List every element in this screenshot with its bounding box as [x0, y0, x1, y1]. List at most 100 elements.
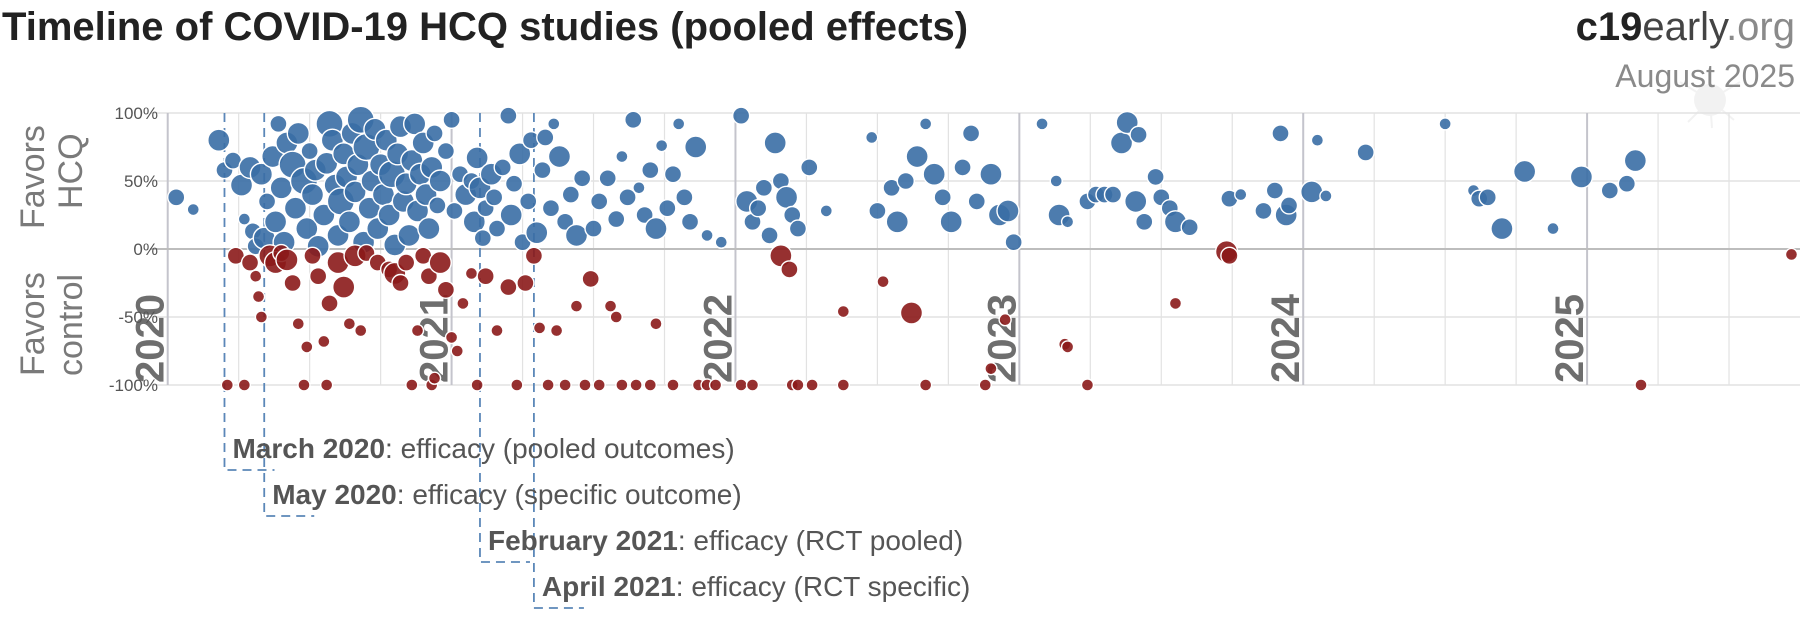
study-point-favors-hcq: [1124, 189, 1148, 214]
favors-control-label-line2: control: [52, 274, 90, 376]
study-point-favors-hcq: [684, 135, 708, 159]
study-point-favors-control: [464, 266, 479, 281]
study-point-favors-control: [308, 267, 328, 286]
study-point-favors-control: [1060, 340, 1075, 354]
study-point-favors-hcq: [885, 210, 909, 234]
study-point-favors-control: [549, 323, 564, 338]
study-point-favors-control: [428, 250, 452, 275]
study-point-favors-control: [629, 378, 643, 392]
annotation-marker-line: [223, 113, 275, 471]
study-point-favors-hcq: [905, 144, 929, 169]
study-point-favors-control: [708, 378, 723, 392]
study-point-favors-hcq: [1600, 181, 1620, 200]
study-point-favors-hcq: [572, 169, 592, 188]
y-tick-label: 50%: [124, 172, 158, 191]
study-point-favors-hcq: [167, 188, 186, 207]
study-point-favors-hcq: [1265, 181, 1285, 200]
annotation-text: May 2020: efficacy (specific outcome): [272, 479, 742, 510]
study-point-favors-hcq: [1254, 201, 1273, 221]
y-tick-label: 100%: [115, 104, 158, 123]
study-point-favors-hcq: [1438, 117, 1452, 131]
annotation-marker-line: [263, 113, 315, 517]
study-point-favors-hcq: [658, 198, 677, 218]
study-point-favors-control: [427, 371, 442, 385]
study-point-favors-control: [317, 334, 331, 349]
study-point-favors-hcq: [561, 185, 581, 204]
watermark-virus-icon: [1679, 81, 1741, 129]
study-point-favors-control: [805, 378, 819, 392]
study-point-favors-hcq: [598, 169, 617, 188]
study-point-favors-hcq: [343, 180, 367, 204]
study-point-favors-hcq: [922, 162, 946, 186]
study-point-favors-hcq: [680, 212, 700, 232]
study-point-favors-hcq: [624, 110, 643, 130]
study-point-favors-hcq: [700, 228, 714, 243]
study-point-favors-hcq: [555, 212, 575, 232]
study-point-favors-control: [524, 246, 544, 266]
study-point-favors-control: [541, 378, 555, 392]
study-point-favors-hcq: [487, 219, 507, 238]
study-point-favors-hcq: [760, 226, 779, 245]
study-point-favors-hcq: [286, 121, 310, 146]
study-point-favors-hcq: [1512, 159, 1537, 184]
study-point-favors-control: [558, 378, 572, 392]
y-tick-label: -100%: [109, 376, 158, 395]
study-point-favors-hcq: [1129, 125, 1148, 144]
study-point-favors-control: [354, 323, 368, 338]
study-point-favors-control: [532, 321, 547, 335]
study-point-favors-control: [405, 378, 419, 392]
study-point-favors-hcq: [1103, 185, 1123, 204]
study-point-favors-hcq: [641, 160, 660, 180]
study-point-favors-hcq: [1146, 167, 1165, 187]
study-point-favors-hcq: [493, 158, 512, 177]
study-point-favors-control: [291, 317, 305, 331]
study-point-favors-hcq: [237, 212, 252, 226]
study-point-favors-control: [899, 301, 924, 325]
study-point-favors-hcq: [654, 138, 669, 153]
annotation-description: : efficacy (specific outcome): [397, 479, 742, 510]
study-point-favors-hcq: [1049, 174, 1063, 188]
study-point-favors-control: [499, 277, 518, 297]
study-point-favors-hcq: [425, 124, 444, 143]
annotation-date: March 2020: [232, 433, 385, 464]
study-point-favors-control: [410, 323, 425, 338]
study-point-favors-control: [450, 344, 464, 358]
annotations: March 2020: efficacy (pooled outcomes)Ma…: [232, 433, 970, 602]
study-point-favors-hcq: [249, 162, 274, 186]
study-point-favors-control: [396, 253, 416, 272]
study-point-favors-control: [283, 273, 302, 293]
study-point-favors-control: [444, 330, 459, 345]
study-point-favors-control: [470, 378, 484, 392]
study-point-favors-hcq: [269, 176, 293, 200]
study-point-favors-hcq: [1135, 212, 1154, 232]
study-point-favors-control: [391, 273, 410, 293]
study-point-favors-hcq: [547, 144, 572, 169]
year-labels: 2020 2021 2022 2023 2024 2025: [129, 293, 1592, 383]
study-point-favors-hcq: [961, 124, 981, 143]
study-point-favors-hcq: [269, 114, 288, 134]
annotation-text: April 2021: efficacy (RCT specific): [542, 571, 970, 602]
study-point-favors-hcq: [541, 198, 561, 218]
study-point-favors-control: [332, 275, 356, 299]
study-point-favors-hcq: [1300, 180, 1324, 204]
study-point-favors-hcq: [1478, 188, 1497, 207]
study-point-favors-hcq: [533, 160, 552, 180]
brand-part-end: .org: [1726, 5, 1795, 49]
study-point-favors-hcq: [1035, 117, 1049, 131]
study-point-favors-hcq: [1109, 131, 1134, 155]
study-point-favors-hcq: [618, 188, 637, 207]
study-point-favors-hcq: [445, 201, 464, 221]
study-point-favors-hcq: [402, 112, 427, 136]
study-point-favors-control: [510, 378, 524, 392]
study-point-favors-control: [609, 310, 623, 324]
study-point-favors-control: [476, 267, 495, 286]
study-point-favors-hcq: [473, 228, 493, 248]
study-point-favors-control: [984, 361, 998, 376]
study-point-favors-control: [419, 267, 439, 286]
study-point-favors-control: [342, 317, 357, 331]
study-point-favors-control: [836, 378, 851, 392]
study-point-favors-control: [569, 299, 584, 313]
study-point-favors-hcq: [1617, 174, 1637, 193]
study-point-favors-hcq: [754, 178, 774, 198]
study-point-favors-hcq: [933, 188, 952, 207]
